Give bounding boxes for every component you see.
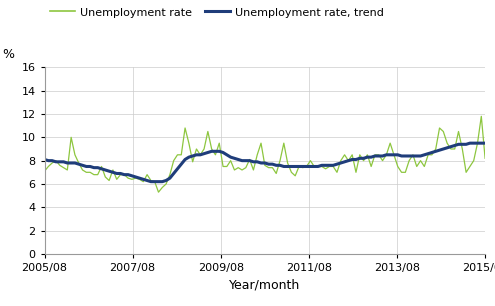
Unemployment rate, trend	[148, 180, 154, 184]
X-axis label: Year/month: Year/month	[229, 278, 300, 292]
Line: Unemployment rate: Unemployment rate	[45, 116, 485, 192]
Unemployment rate, trend	[482, 141, 488, 145]
Legend: Unemployment rate, Unemployment rate, trend: Unemployment rate, Unemployment rate, tr…	[50, 7, 384, 18]
Unemployment rate, trend	[455, 143, 461, 146]
Unemployment rate, trend	[163, 179, 169, 182]
Line: Unemployment rate, trend: Unemployment rate, trend	[45, 143, 485, 182]
Unemployment rate, trend	[125, 173, 131, 177]
Unemployment rate	[243, 166, 249, 170]
Unemployment rate	[144, 173, 150, 177]
Unemployment rate	[133, 176, 139, 180]
Unemployment rate, trend	[133, 175, 139, 179]
Text: %: %	[2, 48, 14, 61]
Unemployment rate	[155, 190, 161, 194]
Unemployment rate, trend	[144, 179, 150, 182]
Unemployment rate	[163, 182, 169, 186]
Unemployment rate, trend	[243, 159, 249, 162]
Unemployment rate, trend	[42, 158, 48, 161]
Unemployment rate	[478, 114, 484, 118]
Unemployment rate	[42, 169, 48, 173]
Unemployment rate, trend	[467, 141, 473, 145]
Unemployment rate	[125, 176, 131, 180]
Unemployment rate	[455, 130, 461, 133]
Unemployment rate	[482, 156, 488, 160]
